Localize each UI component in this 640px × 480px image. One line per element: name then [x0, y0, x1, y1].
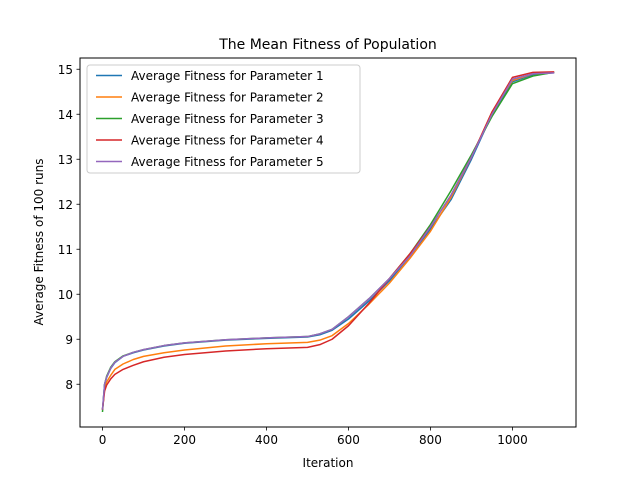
x-tick-label: 800 — [419, 433, 442, 447]
x-tick-label: 600 — [337, 433, 360, 447]
legend-box — [86, 64, 361, 174]
y-tick-label: 9 — [65, 333, 73, 347]
legend-label-parameter-3: Average Fitness for Parameter 3 — [131, 112, 324, 126]
series-layer — [101, 71, 555, 413]
y-tick-label: 11 — [58, 243, 73, 257]
x-tick-label: 1000 — [497, 433, 528, 447]
x-tick-label: 400 — [255, 433, 278, 447]
legend: Average Fitness for Parameter 1 Average F… — [86, 64, 361, 174]
legend-label-parameter-1: Average Fitness for Parameter 1 — [131, 69, 324, 83]
legend-label-parameter-2: Average Fitness for Parameter 2 — [131, 91, 324, 105]
y-tick-label: 12 — [58, 198, 73, 212]
series-line-parameter-5 — [101, 72, 555, 410]
x-tick-label: 200 — [173, 433, 196, 447]
legend-label-parameter-4: Average Fitness for Parameter 4 — [131, 134, 324, 148]
y-axis-label: Average Fitness of 100 runs — [32, 159, 46, 326]
y-axis-ticks: 8 9 10 11 12 13 14 15 — [58, 63, 80, 392]
x-tick-label: 0 — [99, 433, 107, 447]
x-axis-ticks: 0 200 400 600 800 1000 — [99, 427, 528, 447]
plot-area-frame — [79, 57, 577, 428]
legend-label-parameter-5: Average Fitness for Parameter 5 — [131, 155, 324, 169]
chart-title: The Mean Fitness of Population — [218, 37, 437, 53]
y-tick-label: 15 — [58, 63, 73, 77]
y-tick-label: 10 — [58, 288, 73, 302]
y-tick-label: 8 — [65, 378, 73, 392]
y-tick-label: 13 — [58, 153, 73, 167]
y-tick-label: 14 — [58, 108, 73, 122]
x-axis-label: Iteration — [303, 456, 354, 470]
